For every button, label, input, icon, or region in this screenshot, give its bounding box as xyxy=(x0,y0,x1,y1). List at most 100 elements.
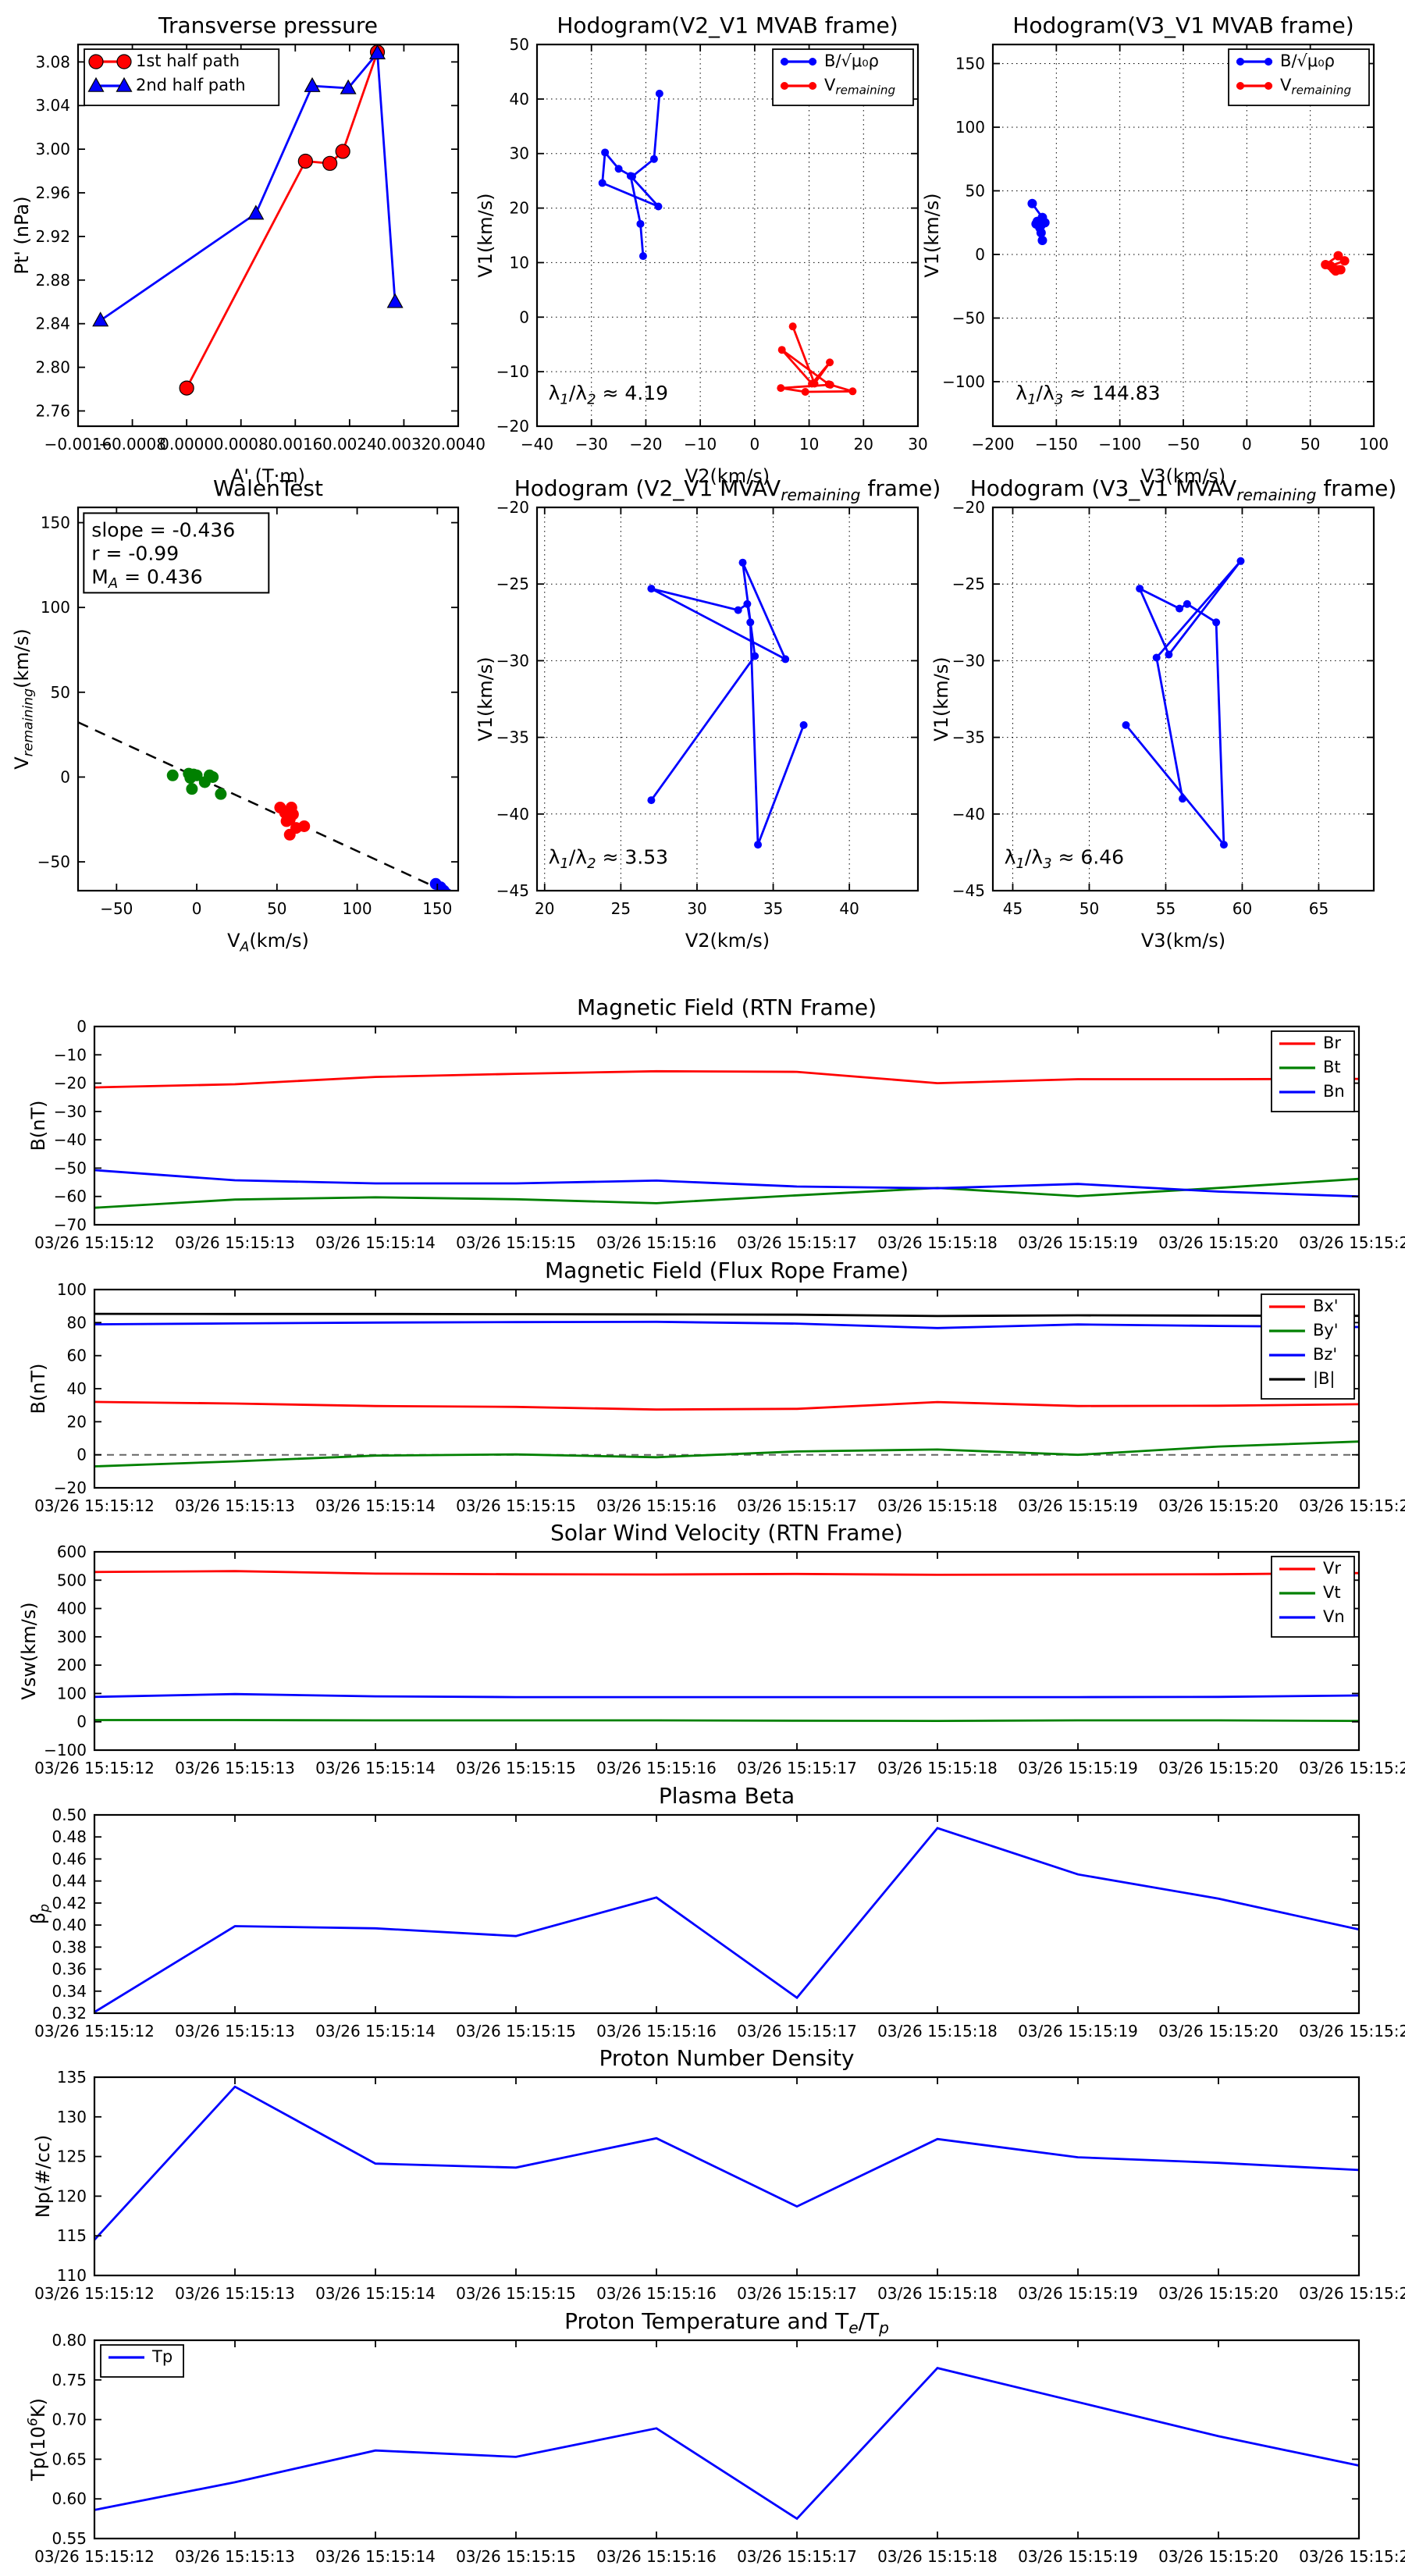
chart-title: Solar Wind Velocity (RTN Frame) xyxy=(550,1520,903,1546)
svg-text:135: 135 xyxy=(57,2068,87,2087)
svg-text:0.0000: 0.0000 xyxy=(159,435,214,454)
svg-text:Vr: Vr xyxy=(1323,1559,1341,1578)
svg-text:100: 100 xyxy=(342,899,372,918)
svg-text:−30: −30 xyxy=(496,651,529,670)
series-V-remaining xyxy=(781,326,853,393)
svg-text:3.00: 3.00 xyxy=(35,140,70,158)
legend: Vr Vt Vn xyxy=(1271,1556,1355,1638)
series-group xyxy=(77,721,453,891)
legend: 1st half path 2nd half path xyxy=(84,48,280,106)
axes-frame xyxy=(93,2339,1361,2540)
svg-text:03/26 15:15:21: 03/26 15:15:21 xyxy=(1299,1496,1405,1515)
svg-text:03/26 15:15:20: 03/26 15:15:20 xyxy=(1158,2284,1279,2303)
svg-text:3.04: 3.04 xyxy=(35,96,70,115)
svg-text:120: 120 xyxy=(57,2186,87,2205)
svg-text:65: 65 xyxy=(1309,899,1329,918)
y-axis-label: Vremaining(km/s) xyxy=(11,628,36,770)
tick-labels: 03/26 15:15:12 03/26 15:15:13 03/26 15:15:… xyxy=(34,1542,1405,1777)
svg-text:30: 30 xyxy=(687,899,706,918)
tick-labels: −40 −30 −20 −10 0 10 20 30 −20 −10 0 10 20 30 40 50 xyxy=(496,35,928,454)
y-axis-label: Vsw(km/s) xyxy=(18,1602,40,1699)
svg-text:2.84: 2.84 xyxy=(35,315,70,333)
series-Br xyxy=(94,1069,1360,1089)
chart-proton-temp: 03/26 15:15:12 03/26 15:15:13 03/26 15:15:… xyxy=(25,2308,1405,2566)
axis-ticks xyxy=(94,2339,1360,2539)
svg-text:−20: −20 xyxy=(629,435,662,454)
svg-text:−200: −200 xyxy=(972,435,1015,454)
svg-text:03/26 15:15:19: 03/26 15:15:19 xyxy=(1018,2284,1138,2303)
svg-text:0.42: 0.42 xyxy=(52,1894,87,1912)
svg-text:0: 0 xyxy=(975,245,985,264)
svg-text:03/26 15:15:14: 03/26 15:15:14 xyxy=(315,2284,436,2303)
svg-text:400: 400 xyxy=(57,1599,87,1618)
annotation: λ1/λ3 ≈ 6.46 xyxy=(1005,846,1124,873)
svg-text:03/26 15:15:16: 03/26 15:15:16 xyxy=(596,2547,717,2566)
y-axis-label: V1(km/s) xyxy=(475,656,496,741)
svg-text:−20: −20 xyxy=(54,1074,87,1093)
svg-text:−10: −10 xyxy=(496,362,529,381)
svg-text:r = -0.99: r = -0.99 xyxy=(91,542,179,564)
svg-text:45: 45 xyxy=(1003,899,1023,918)
svg-text:−30: −30 xyxy=(952,651,985,670)
x-axis-label: V3(km/s) xyxy=(1141,465,1225,487)
svg-text:−100: −100 xyxy=(942,372,985,391)
axis-ticks xyxy=(992,44,1375,426)
svg-text:0.70: 0.70 xyxy=(52,2411,87,2429)
svg-text:−50: −50 xyxy=(37,852,70,871)
svg-text:0.60: 0.60 xyxy=(52,2489,87,2508)
svg-text:03/26 15:15:18: 03/26 15:15:18 xyxy=(877,1759,998,1777)
svg-text:Bx': Bx' xyxy=(1313,1297,1339,1315)
y-axis-label: Pt' (nPa) xyxy=(11,196,33,274)
svg-text:−150: −150 xyxy=(1035,435,1078,454)
axes-frame xyxy=(93,1550,1361,1752)
y-axis-label: βp xyxy=(27,1904,52,1924)
legend: B/√μ₀ρ Vremaining xyxy=(772,48,914,106)
svg-text:03/26 15:15:13: 03/26 15:15:13 xyxy=(175,2547,295,2566)
svg-text:03/26 15:15:14: 03/26 15:15:14 xyxy=(315,2022,436,2041)
chart-walen-test: −50 0 50 100 150 −50 0 50 100 150 WalenTest VA(km/s… xyxy=(11,475,460,955)
chart-title: Magnetic Field (Flux Rope Frame) xyxy=(545,1258,909,1283)
axis-ticks xyxy=(77,44,459,426)
svg-text:B/√μ₀ρ: B/√μ₀ρ xyxy=(824,52,879,70)
grid-lines xyxy=(993,507,1374,891)
svg-text:150: 150 xyxy=(955,54,985,73)
legend: B/√μ₀ρ Vremaining xyxy=(1228,48,1370,106)
svg-text:−60: −60 xyxy=(54,1187,87,1206)
svg-text:03/26 15:15:16: 03/26 15:15:16 xyxy=(596,2022,717,2041)
svg-text:1st half path: 1st half path xyxy=(136,52,240,70)
tick-labels: 03/26 15:15:12 03/26 15:15:13 03/26 15:15:… xyxy=(34,2068,1405,2303)
svg-text:20: 20 xyxy=(67,1412,87,1431)
svg-text:80: 80 xyxy=(67,1313,87,1332)
grid-lines xyxy=(537,507,918,891)
svg-text:−50: −50 xyxy=(952,308,985,327)
svg-text:03/26 15:15:15: 03/26 15:15:15 xyxy=(456,2284,576,2303)
svg-text:−40: −40 xyxy=(54,1130,87,1149)
axes-frame xyxy=(93,1288,1361,1489)
x-axis-label: A' (T·m) xyxy=(231,465,305,487)
svg-text:2.88: 2.88 xyxy=(35,271,70,290)
svg-text:130: 130 xyxy=(57,2108,87,2126)
axes-frame xyxy=(991,506,1375,892)
svg-text:−100: −100 xyxy=(1098,435,1141,454)
svg-text:2.92: 2.92 xyxy=(35,227,70,246)
svg-text:03/26 15:15:17: 03/26 15:15:17 xyxy=(737,2284,857,2303)
series-group xyxy=(647,558,808,849)
svg-text:03/26 15:15:17: 03/26 15:15:17 xyxy=(737,2022,857,2041)
series-group xyxy=(94,2367,1360,2521)
series-Bz' xyxy=(94,1320,1360,1329)
svg-text:0: 0 xyxy=(60,767,70,786)
svg-text:03/26 15:15:18: 03/26 15:15:18 xyxy=(877,2022,998,2041)
svg-text:|B|: |B| xyxy=(1313,1369,1336,1389)
svg-text:MA = 0.436: MA = 0.436 xyxy=(91,565,202,592)
axis-ticks xyxy=(94,1026,1360,1226)
svg-text:600: 600 xyxy=(57,1542,87,1561)
svg-text:Br: Br xyxy=(1323,1034,1341,1052)
svg-text:−35: −35 xyxy=(952,728,985,747)
svg-text:Tp: Tp xyxy=(151,2347,173,2366)
svg-text:−50: −50 xyxy=(100,899,133,918)
svg-text:03/26 15:15:18: 03/26 15:15:18 xyxy=(877,1233,998,1252)
chart-title: Plasma Beta xyxy=(659,1783,795,1809)
